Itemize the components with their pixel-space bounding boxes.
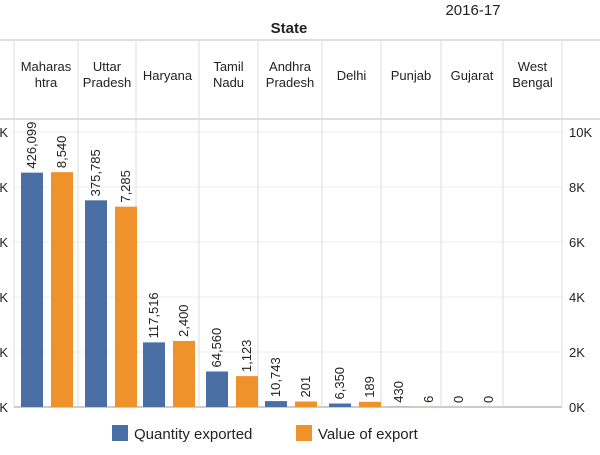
data-label: 426,099 [24, 122, 39, 169]
data-label: 430 [391, 381, 406, 403]
data-label: 6,350 [332, 367, 347, 400]
bar-value [295, 401, 317, 407]
left-axis-tick-label: 100K [0, 345, 8, 360]
bar-value [51, 172, 73, 407]
data-label: 6 [421, 396, 436, 403]
category-label-line: Bengal [512, 75, 553, 90]
data-label: 10,743 [268, 357, 283, 397]
category-label: Gujarat [451, 68, 494, 83]
category-label-line: Nadu [213, 75, 244, 90]
right-axis-tick-label: 2K [569, 345, 585, 360]
right-axis-tick-label: 10K [569, 125, 592, 140]
legend-label: Quantity exported [134, 426, 252, 443]
legend-label: Value of export [318, 426, 419, 443]
data-label: 117,516 [146, 292, 161, 338]
bar-value [115, 207, 137, 407]
data-label: 0 [481, 396, 496, 403]
category-label-line: Gujarat [451, 68, 494, 83]
legend-swatch [112, 425, 128, 441]
bar-series [21, 172, 440, 407]
right-axis-tick-label: 6K [569, 235, 585, 250]
left-axis: 0K 100K 200K 300K 400K 500K [0, 125, 8, 415]
data-label: 0 [451, 396, 466, 403]
category-label-line: Delhi [337, 68, 367, 83]
right-axis-tick-label: 0K [569, 400, 585, 415]
legend-swatch [296, 425, 312, 441]
bar-quantity [143, 342, 165, 407]
bar-value [173, 341, 195, 407]
legend: Quantity exported Value of export [112, 425, 419, 443]
data-label: 375,785 [88, 149, 103, 196]
left-axis-tick-label: 0K [0, 400, 8, 415]
data-label: 1,123 [239, 340, 254, 373]
bar-quantity [21, 173, 43, 407]
right-axis-tick-label: 4K [569, 290, 585, 305]
category-label-line: Pradesh [83, 75, 131, 90]
bar-value [236, 376, 258, 407]
chart-title: State [271, 20, 308, 37]
bar-quantity [265, 401, 287, 407]
data-label: 8,540 [54, 136, 69, 169]
bar-value [359, 402, 381, 407]
category-label-line: Punjab [391, 68, 431, 83]
category-label: Punjab [391, 68, 431, 83]
data-label: 189 [362, 376, 377, 398]
right-axis-tick-label: 8K [569, 180, 585, 195]
category-label-line: Maharas [21, 59, 72, 74]
category-label: Haryana [143, 68, 193, 83]
category-label-line: Tamil [213, 59, 243, 74]
category-label-line: Andhra [269, 59, 312, 74]
category-label: Delhi [337, 68, 367, 83]
data-label: 201 [298, 376, 313, 398]
chart-subtitle: 2016-17 [445, 2, 500, 19]
right-axis: 0K 2K 4K 6K 8K 10K [569, 125, 592, 415]
data-label: 2,400 [176, 304, 191, 337]
bar-quantity [85, 200, 107, 407]
left-axis-tick-label: 300K [0, 235, 8, 250]
bar-quantity [206, 371, 228, 407]
category-label-line: Pradesh [266, 75, 314, 90]
bar-quantity [329, 404, 351, 407]
category-label-line: West [518, 59, 548, 74]
left-axis-tick-label: 500K [0, 125, 8, 140]
category-label-line: htra [35, 75, 58, 90]
category-label-line: Uttar [93, 59, 122, 74]
left-axis-tick-label: 200K [0, 290, 8, 305]
category-label-line: Haryana [143, 68, 193, 83]
left-axis-tick-label: 400K [0, 180, 8, 195]
data-label: 64,560 [209, 328, 224, 368]
data-label: 7,285 [118, 170, 133, 203]
